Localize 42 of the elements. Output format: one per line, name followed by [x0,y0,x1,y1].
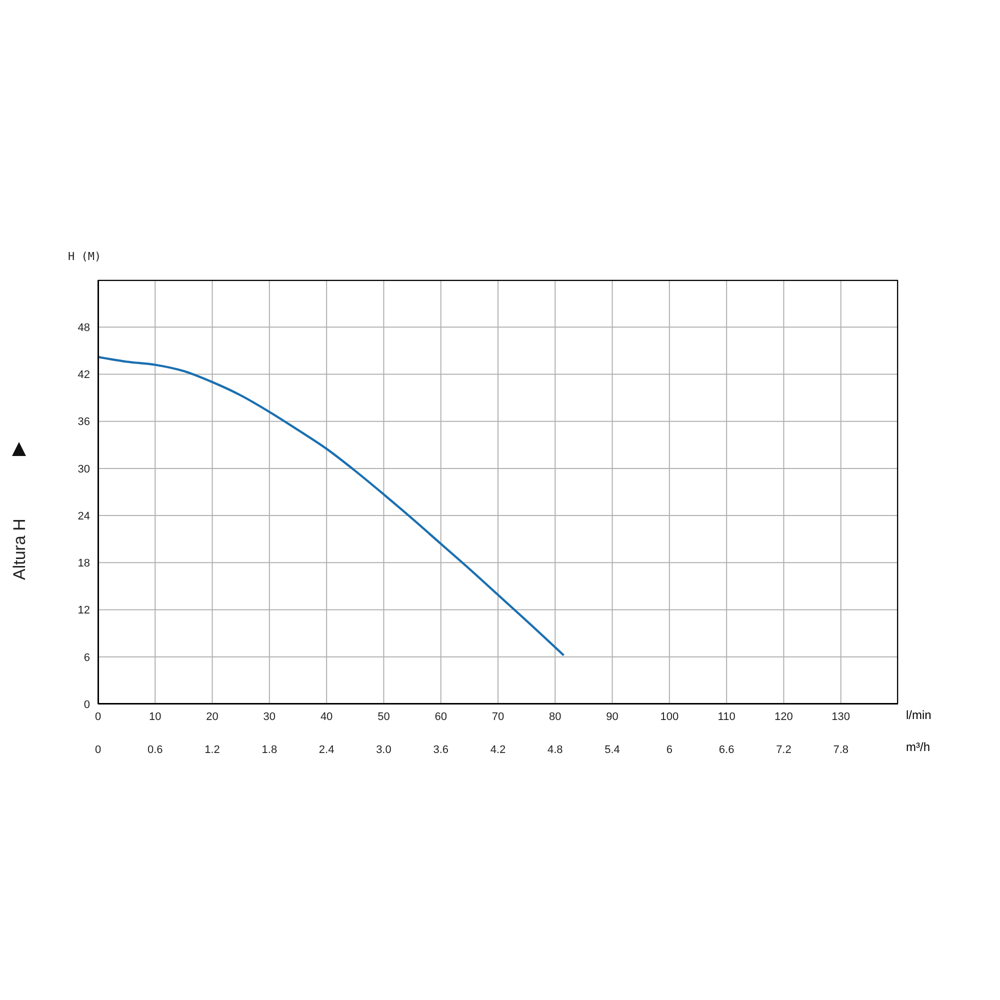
x2-tick-label: 1.8 [262,744,278,756]
x-axis-title: l/min [906,708,932,722]
x-tick-label: 90 [606,710,618,723]
x-tick-label: 50 [378,710,390,723]
x-tick-label: 0 [94,710,102,723]
line-series [98,356,565,656]
x-tick-label: 120 [774,710,793,723]
y-tick-label: 18 [78,558,90,570]
x2-tick-label: 7.2 [776,744,792,756]
y-tick-label: 6 [84,652,90,664]
x2-tick-label: 3.0 [376,744,392,756]
x-tick-label: 10 [149,710,162,723]
y-tick-label: 24 [78,510,90,522]
x2-axis-title: m³/h [906,740,930,754]
x2-tick-label: 2.4 [318,744,334,756]
x2-tick-label: 0 [94,744,102,756]
x-tick-label: 70 [492,710,504,723]
x-tick-label: 80 [549,710,562,723]
x-tick-label: 60 [434,710,447,723]
y-tick-label: 36 [78,416,90,428]
x-tick-label: 130 [832,710,850,723]
y-tick-label: 0 [84,698,90,711]
x2-tick-label: 3.6 [433,744,449,756]
y-axis-title: Altura H [10,518,30,580]
x-tick-label: 40 [320,710,333,723]
x-tick-label: 30 [263,710,276,723]
x-tick-label: 100 [660,710,679,723]
x2-tick-label: 1.2 [204,744,220,756]
x-tick-label: 20 [206,710,218,723]
y-tick-label: 12 [78,604,90,617]
x2-tick-label: 7.8 [833,744,849,756]
x2-tick-label: 0.6 [147,744,163,756]
y-tick-label: 42 [78,369,90,382]
x2-tick-label: 4.2 [490,744,506,756]
x2-tick-label: 6.6 [718,744,734,756]
text: H (M) [68,250,102,263]
x-tick-label: 110 [718,710,736,723]
y-tick-label: 30 [78,463,90,476]
y-tick-label: 48 [78,322,90,334]
x2-tick-label: 6 [666,744,672,756]
x2-tick-label: 4.8 [547,744,563,756]
x2-tick-label: 5.4 [604,744,620,756]
